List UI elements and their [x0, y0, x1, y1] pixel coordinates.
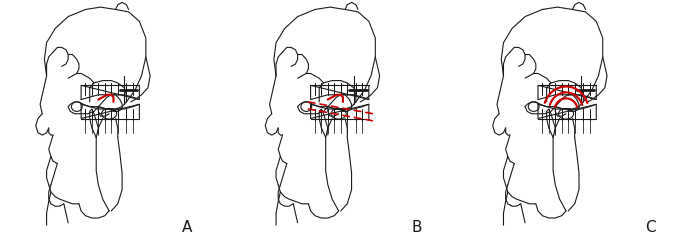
Text: B: B [411, 220, 421, 235]
Text: A: A [182, 220, 192, 235]
Text: C: C [645, 220, 656, 235]
